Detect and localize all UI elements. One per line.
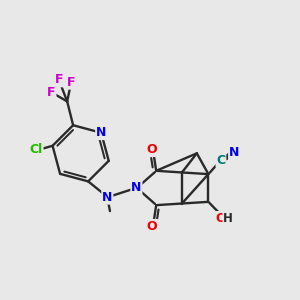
- Text: N: N: [96, 126, 106, 139]
- Text: F: F: [47, 86, 56, 99]
- Text: N: N: [102, 191, 112, 204]
- Text: N: N: [131, 182, 142, 194]
- Text: H: H: [223, 212, 233, 225]
- Text: F: F: [67, 76, 75, 89]
- Text: C: C: [216, 154, 226, 167]
- Text: O: O: [147, 220, 157, 233]
- Text: F: F: [55, 74, 63, 86]
- Text: O: O: [147, 143, 157, 156]
- Text: N: N: [229, 146, 239, 160]
- Text: O: O: [215, 212, 226, 225]
- Text: Cl: Cl: [29, 143, 43, 156]
